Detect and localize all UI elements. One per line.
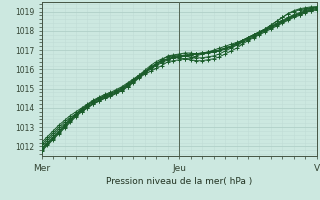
X-axis label: Pression niveau de la mer( hPa ): Pression niveau de la mer( hPa ) bbox=[106, 177, 252, 186]
